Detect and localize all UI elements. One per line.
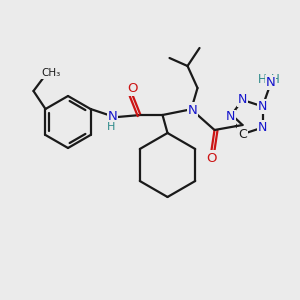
Text: N: N <box>108 110 117 124</box>
Text: N: N <box>258 121 267 134</box>
Text: N: N <box>225 110 235 124</box>
Text: H: H <box>107 122 116 132</box>
Text: N: N <box>188 103 197 116</box>
Text: H: H <box>258 73 267 86</box>
Text: O: O <box>206 152 217 164</box>
Text: C: C <box>238 128 247 141</box>
Text: O: O <box>127 82 138 94</box>
Text: N: N <box>238 93 247 106</box>
Text: N: N <box>258 100 267 113</box>
Text: H: H <box>271 73 280 86</box>
Text: CH₃: CH₃ <box>42 68 61 78</box>
Text: N: N <box>266 76 275 89</box>
